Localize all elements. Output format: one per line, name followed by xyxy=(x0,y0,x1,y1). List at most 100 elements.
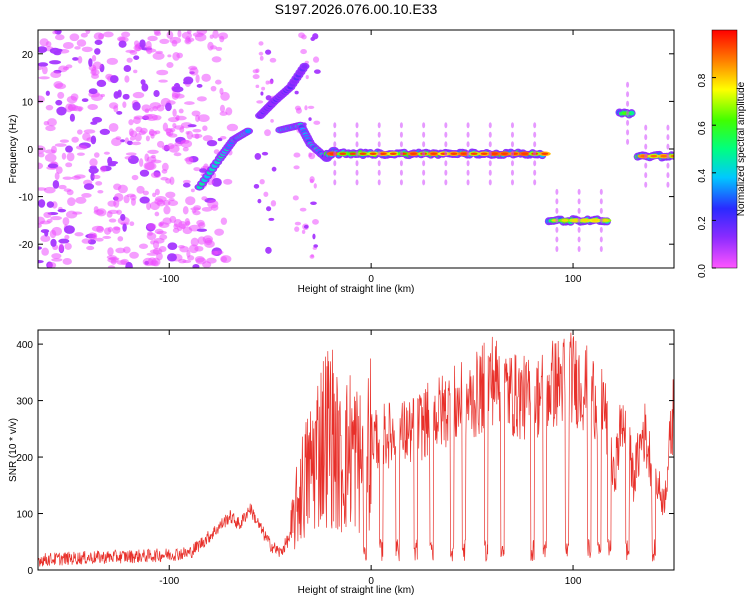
spectrogram-steady-track-neg15hz xyxy=(601,219,609,222)
spectrogram-noise-field-left xyxy=(195,114,200,123)
spectrogram-noise-field-left xyxy=(151,257,161,267)
colorbar-axes: 0.0 0.2 0.4 0.6 0.8 xyxy=(697,73,716,278)
spectrogram-steady-track-0hz xyxy=(422,160,426,167)
spectrogram-noise-field-left xyxy=(120,213,126,221)
spectrogram-noise-field-left xyxy=(186,130,193,140)
colorbar-tick-label: 0.8 xyxy=(697,73,708,87)
spectrogram-steady-track-0hz xyxy=(377,150,381,157)
spectrogram-noise-field-left xyxy=(258,41,264,46)
spectrogram-steady-track-end xyxy=(666,134,670,141)
colorbar-tick-label: 0.6 xyxy=(697,121,708,135)
spectrogram-noise-field-left xyxy=(172,86,184,93)
spectrogram-noise-field-left xyxy=(38,145,46,154)
spectrogram-noise-field-left xyxy=(57,91,65,99)
spectrogram-steady-track-end xyxy=(644,143,648,150)
spectrogram-noise-field-left xyxy=(218,32,229,40)
spectrogram-noise-field-left xyxy=(304,105,308,111)
spectrogram-steady-track-0hz xyxy=(510,131,514,138)
spectrogram-steady-track-0hz xyxy=(541,152,549,156)
spectrogram-noise-field-left xyxy=(166,31,174,39)
spectrogram-noise-field-left xyxy=(309,176,315,183)
spectrogram-noise-field-left xyxy=(206,139,218,147)
spectrogram-noise-field-left xyxy=(139,196,150,204)
spectrogram-noise-field-left xyxy=(45,125,56,132)
spectrogram-steady-track-end xyxy=(666,162,670,169)
snr-ytick-label: 100 xyxy=(16,510,33,521)
spectrogram-steady-track-0hz xyxy=(488,169,492,176)
snr-xlabel: Height of straight line (km) xyxy=(298,585,415,596)
spectrogram-noise-field-left xyxy=(102,235,112,239)
colorbar-tick-label: 0.0 xyxy=(697,264,708,278)
spectrogram-noise-field-left xyxy=(169,176,175,185)
spectrogram-noise-field-left xyxy=(305,74,309,80)
spectrogram-steady-track-0hz xyxy=(521,152,529,156)
spectrogram-steady-track-neg15hz xyxy=(577,245,581,252)
spectrogram-noise-field-left xyxy=(62,41,74,50)
spectrogram-noise-field-left xyxy=(41,247,49,256)
spectrogram-steady-track-0hz xyxy=(466,122,470,129)
spectrogram-noise-field-left xyxy=(38,46,48,54)
spectrogram-noise-field-left xyxy=(85,30,91,35)
spectrogram-noise-field-left xyxy=(184,38,192,45)
spectrogram-steady-track-0hz xyxy=(422,122,426,129)
spectrogram-noise-field-left xyxy=(212,30,219,39)
snr-xtick-label: 100 xyxy=(565,576,582,587)
spectrogram-noise-field-left xyxy=(72,57,79,61)
spectrogram-noise-field-left xyxy=(202,125,208,132)
spectrogram-ytick-label: -10 xyxy=(19,193,34,204)
spectrogram-noise-field-left xyxy=(186,249,191,258)
spectrogram-noise-field-left xyxy=(261,151,269,156)
spectrogram-xtick-label: -100 xyxy=(159,274,179,285)
spectrogram-noise-field-left xyxy=(47,261,57,268)
spectrogram-noise-field-left xyxy=(38,62,49,67)
spectrogram-ytick-label: 0 xyxy=(27,145,33,156)
spectrogram-steady-track-0hz xyxy=(377,169,381,176)
spectrogram-steady-track-0hz xyxy=(355,131,359,138)
spectrogram-noise-field-left xyxy=(257,198,262,204)
spectrogram-noise-field-left xyxy=(253,183,260,189)
spectrogram-noise-field-left xyxy=(76,129,83,135)
spectrogram-noise-field-left xyxy=(103,227,112,235)
spectrogram-steady-track-neg15hz xyxy=(555,217,559,224)
spectrogram-noise-field-left xyxy=(168,144,180,153)
spectrogram-noise-field-left xyxy=(45,104,54,111)
spectrogram-steady-track-0hz xyxy=(510,179,514,186)
spectrogram-noise-field-left xyxy=(294,221,302,226)
spectrogram-noise-field-left xyxy=(145,135,150,142)
spectrogram-noise-field-left xyxy=(134,133,142,142)
spectrogram-steady-track-0hz xyxy=(333,141,337,148)
spectrogram-noise-field-left xyxy=(123,64,132,72)
spectrogram-noise-field-left xyxy=(91,54,97,62)
spectrogram-noise-field-left xyxy=(133,55,140,60)
spectrogram-noise-field-left xyxy=(308,152,312,158)
spectrogram-noise-field-left xyxy=(167,242,178,250)
spectrogram-steady-track-0hz xyxy=(377,122,381,129)
spectrogram-noise-field-left xyxy=(182,146,189,152)
spectrogram-steady-track-neg15hz xyxy=(581,219,589,222)
snr-series-line xyxy=(38,332,674,567)
spectrogram-noise-field-left xyxy=(204,240,215,248)
spectrogram-steady-track-neg15hz xyxy=(571,219,579,222)
spectrogram-steady-track-neg15hz xyxy=(599,236,603,243)
spectrogram-noise-field-left xyxy=(122,246,131,254)
spectrogram-noise-field-left xyxy=(107,247,114,256)
spectrogram-steady-track-end xyxy=(644,162,648,169)
spectrogram-steady-track-neg15hz xyxy=(599,245,603,252)
spectrogram-noise-field-left xyxy=(144,162,157,171)
spectrogram-steady-track-0hz xyxy=(359,152,367,156)
spectrogram-noise-field-left xyxy=(215,46,223,51)
spectrogram-noise-field-left xyxy=(40,235,51,243)
spectrogram-steady-track-0hz xyxy=(333,160,337,167)
spectrogram-noise-field-left xyxy=(209,34,214,39)
spectrogram-noise-field-left xyxy=(292,195,299,201)
spectrogram-noise-field-left xyxy=(182,226,193,235)
spectrogram-steady-track-neg15hz xyxy=(599,188,603,195)
spectrogram-steady-track-0hz xyxy=(480,152,488,156)
spectrogram-noise-field-left xyxy=(118,40,127,48)
spectrogram-noise-field-left xyxy=(88,58,93,67)
spectrogram-noise-field-left xyxy=(226,123,239,132)
spectrogram-noise-field-left xyxy=(155,195,167,203)
spectrogram-noise-field-left xyxy=(96,208,107,217)
spectrogram-noise-field-left xyxy=(195,74,200,84)
colorbar-tick-label: 0.4 xyxy=(697,168,708,182)
